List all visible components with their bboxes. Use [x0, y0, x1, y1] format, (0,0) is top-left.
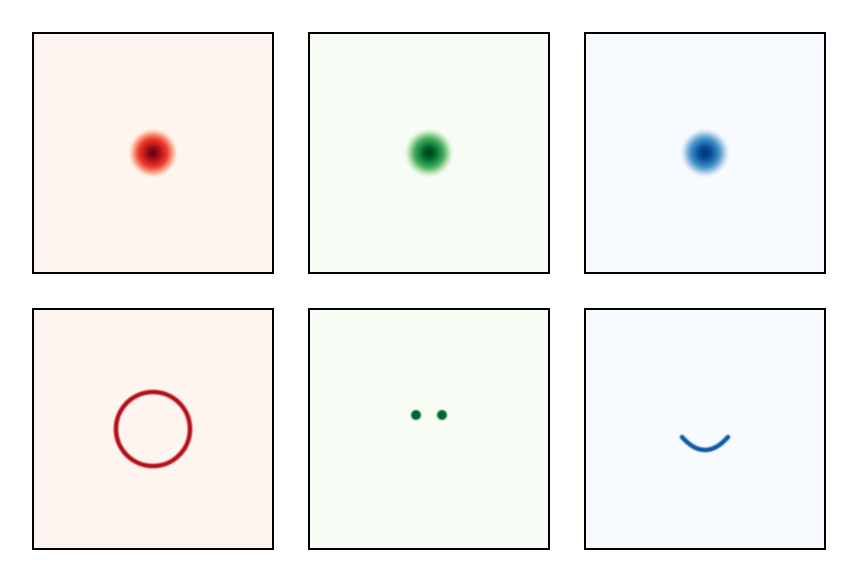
blue-background: [586, 310, 824, 548]
blue-blob: [679, 127, 731, 179]
red-blob-panel: [32, 32, 274, 274]
blue-arc-panel: [584, 308, 826, 550]
blue-blob-panel: [584, 32, 826, 274]
red-ring-image: [34, 310, 272, 548]
green-background: [310, 310, 548, 548]
red-blob-image: [34, 34, 272, 272]
green-blob-image: [310, 34, 548, 272]
blue-arc-image: [586, 310, 824, 548]
red-ring: [113, 389, 193, 469]
green-dots-panel: [308, 308, 550, 550]
green-blob: [403, 127, 455, 179]
green-dot-left: [411, 410, 421, 420]
red-background: [34, 310, 272, 548]
red-ring-panel: [32, 308, 274, 550]
green-dot-right: [437, 410, 447, 420]
green-dots-image: [310, 310, 548, 548]
blue-arc: [679, 434, 731, 453]
green-blob-panel: [308, 32, 550, 274]
blue-blob-image: [586, 34, 824, 272]
red-blob: [127, 127, 179, 179]
